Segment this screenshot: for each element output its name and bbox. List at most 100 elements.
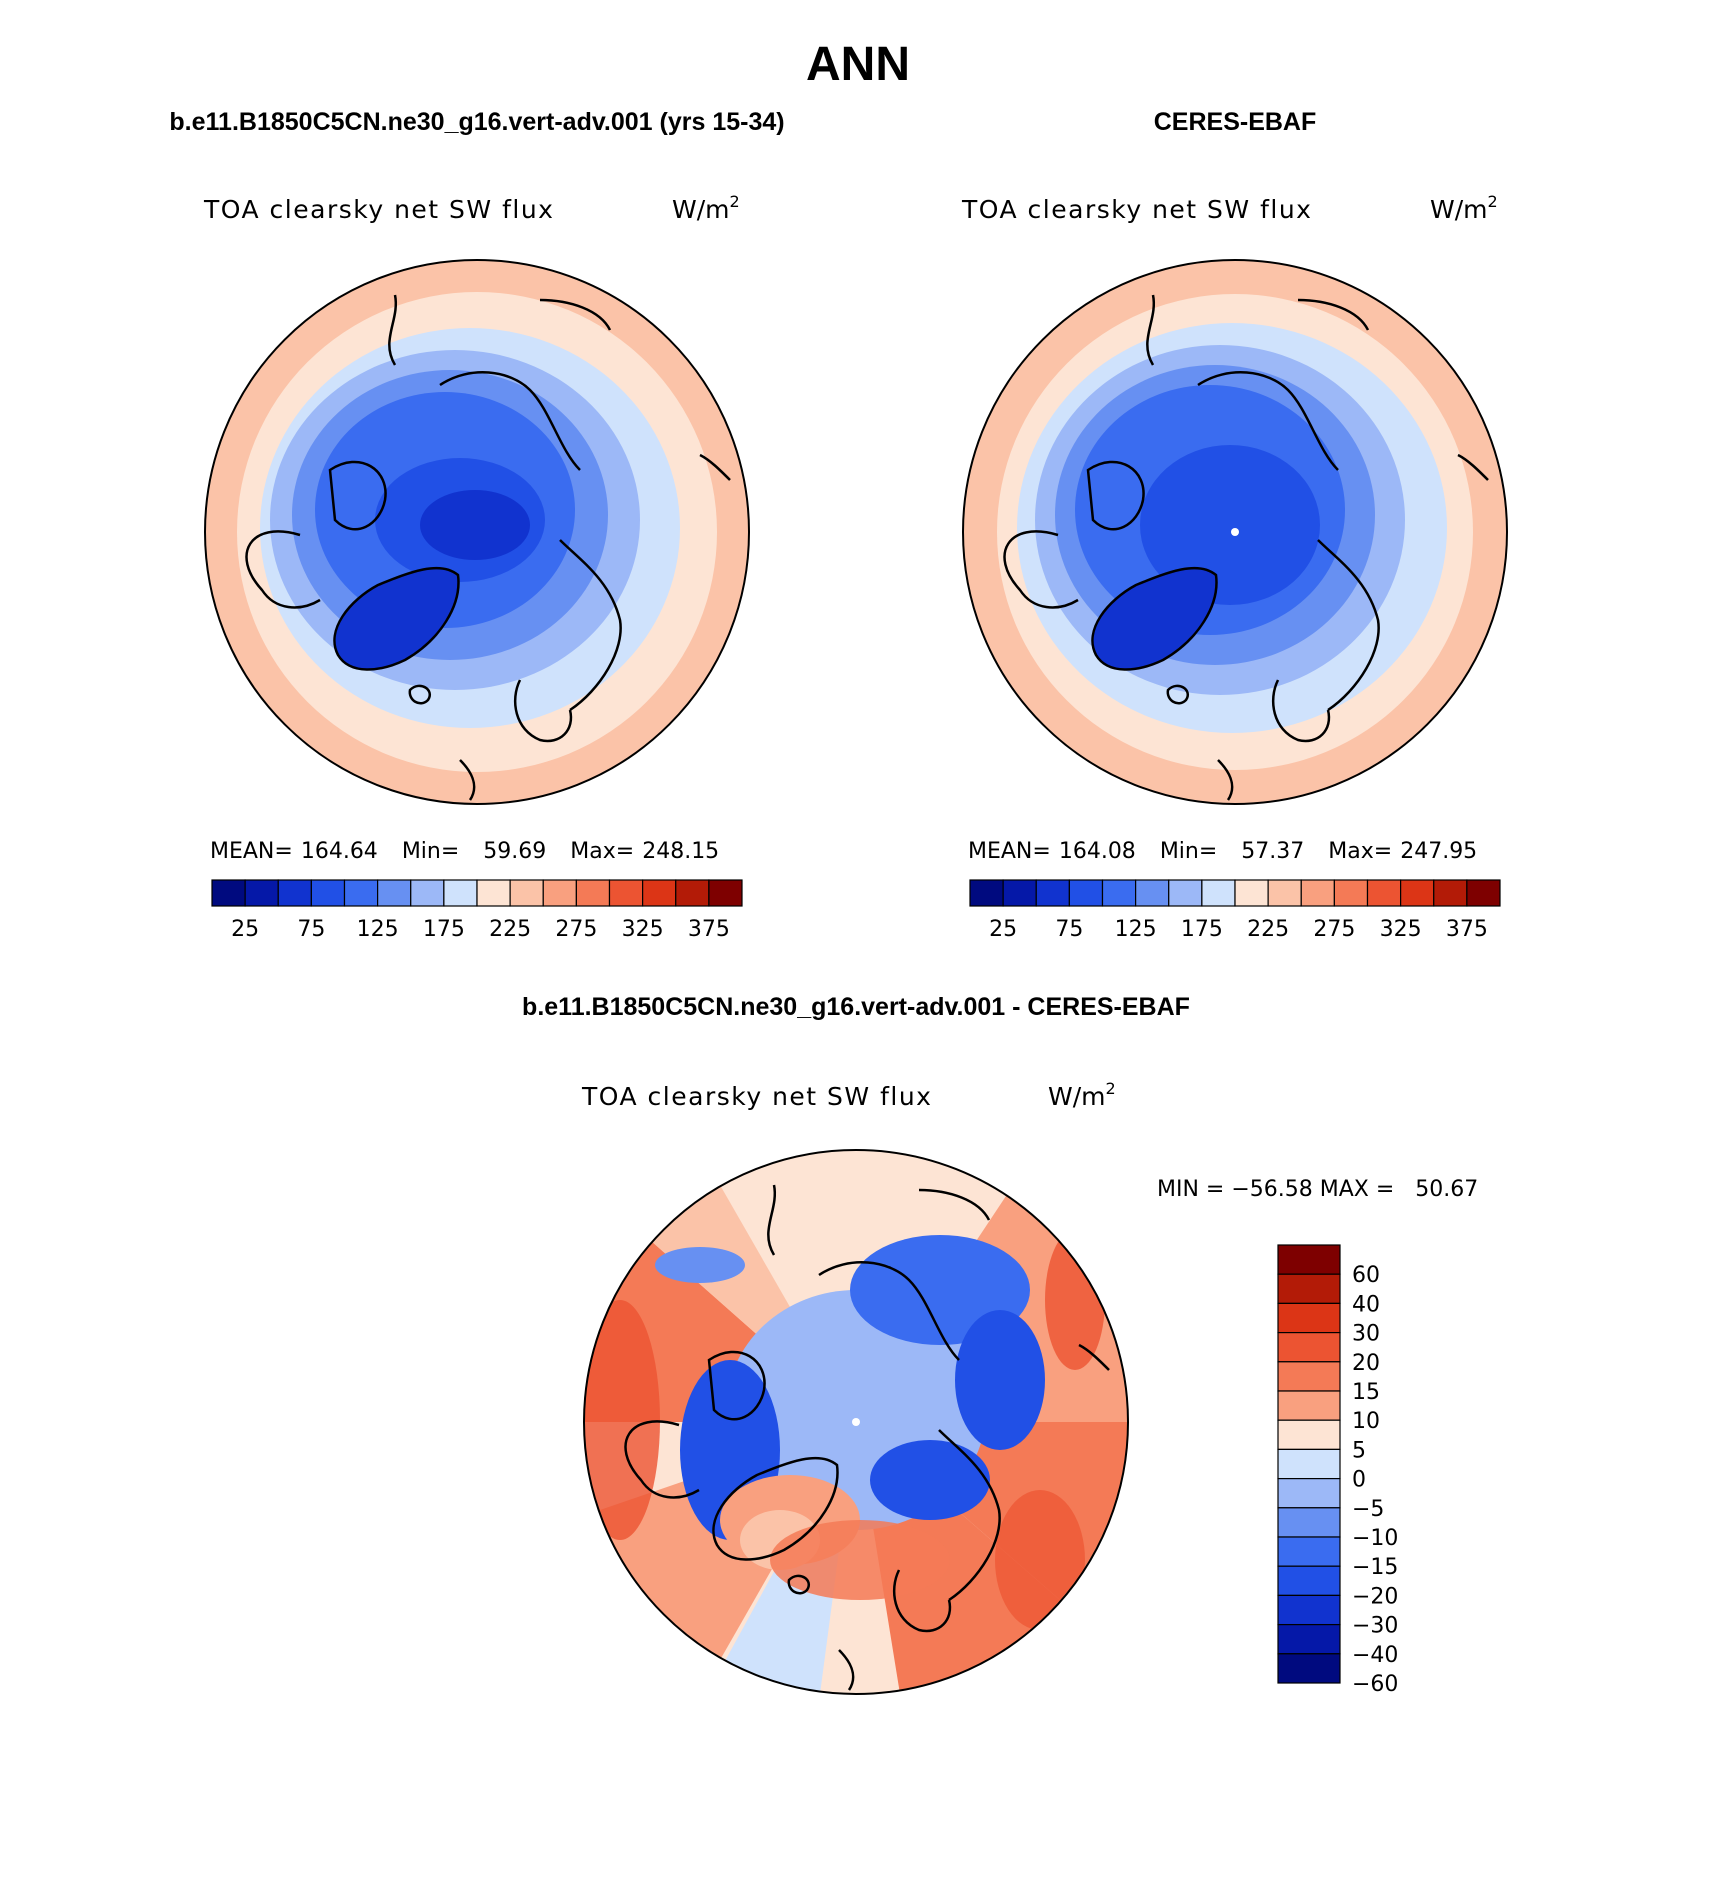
colorbar-diff-tick-label: 40 [1352, 1292, 1380, 1317]
colorbar-model-swatch [642, 879, 677, 907]
colorbar-diff-tick-label: −40 [1352, 1643, 1398, 1668]
colorbar-model-tick-label: 75 [297, 917, 325, 942]
colorbar-model-tick-label: 375 [688, 917, 730, 942]
colorbar-diff-swatch [1277, 1331, 1341, 1363]
colorbar-obs-tick-label: 125 [1115, 917, 1157, 942]
colorbar-diff-tick-label: −60 [1352, 1672, 1398, 1697]
panel-obs-stats: MEAN= 164.08 Min= 57.37 Max= 247.95 [968, 839, 1477, 864]
colorbar-obs-swatch [1002, 879, 1037, 907]
colorbar-model-swatch [608, 879, 644, 907]
polar-map-obs [963, 260, 1507, 804]
colorbar-model-swatch [244, 879, 279, 907]
colorbar-model-tick-label: 325 [622, 917, 664, 942]
colorbar-model-swatch [377, 879, 412, 907]
colorbar-diff-tick-label: −5 [1352, 1497, 1384, 1522]
panel-diff-variable: TOA clearsky net SW flux [581, 1082, 932, 1111]
colorbar-diff-swatch [1277, 1419, 1341, 1450]
colorbar-obs-swatch [1068, 879, 1104, 907]
panel-diff-units: W/m2 [1048, 1079, 1116, 1111]
colorbar-diff-swatch [1277, 1507, 1341, 1538]
colorbar-diff-swatch [1277, 1361, 1341, 1392]
colorbar-obs-tick-label: 25 [989, 917, 1017, 942]
colorbar-obs-tick-label: 325 [1380, 917, 1422, 942]
colorbar-diff-swatch [1277, 1390, 1341, 1421]
panel-obs-header: CERES-EBAF [1154, 108, 1317, 136]
panel-obs-units: W/m2 [1430, 192, 1498, 224]
colorbar-diff-swatch [1277, 1536, 1341, 1567]
panel-model-variable: TOA clearsky net SW flux [203, 195, 554, 224]
colorbar-model-swatch [443, 879, 478, 907]
colorbar-model-tick-label: 125 [357, 917, 399, 942]
colorbar-diff-swatch [1277, 1273, 1341, 1304]
panel-model-stats: MEAN= 164.64 Min= 59.69 Max= 248.15 [210, 839, 719, 864]
colorbar-diff-tick-label: 60 [1352, 1263, 1380, 1288]
colorbar-diff-tick-label: −10 [1352, 1526, 1398, 1551]
panel-model-units: W/m2 [672, 192, 740, 224]
colorbar-model-swatch [575, 879, 611, 907]
colorbar-obs-tick-label: 275 [1313, 917, 1355, 942]
colorbar-diff-swatch [1277, 1653, 1341, 1684]
colorbar-obs-swatch [1466, 879, 1501, 907]
panel-diff-stats: MIN = −56.58 MAX = 50.67 [1157, 1177, 1478, 1202]
colorbar-obs-swatch [1400, 879, 1435, 907]
colorbar-diff-tick-label: 5 [1352, 1438, 1366, 1463]
panel-model-header: b.e11.B1850C5CN.ne30_g16.vert-adv.001 (y… [169, 108, 784, 136]
colorbar-obs-swatch [1101, 879, 1137, 907]
colorbar-model-swatch [542, 879, 577, 907]
panel-diff-header: b.e11.B1850C5CN.ne30_g16.vert-adv.001 - … [522, 993, 1190, 1021]
colorbar-model-tick-label: 275 [555, 917, 597, 942]
colorbar-obs-tick-label: 75 [1055, 917, 1083, 942]
colorbar-model-swatch [708, 879, 743, 907]
colorbar-obs-swatch [969, 879, 1004, 907]
colorbar-obs-swatch [1366, 879, 1402, 907]
colorbar-model-swatch [211, 879, 246, 907]
colorbar-obs-swatch [1267, 879, 1302, 907]
colorbar-obs-swatch [1433, 879, 1468, 907]
colorbar-obs-tick-label: 375 [1446, 917, 1488, 942]
figure-title: ANN [806, 38, 910, 91]
panel-model: b.e11.B1850C5CN.ne30_g16.vert-adv.001 (y… [169, 108, 784, 942]
colorbar-obs-swatch [1168, 879, 1203, 907]
colorbar-model-tick-label: 175 [423, 917, 465, 942]
colorbar-diff-swatch [1277, 1448, 1341, 1480]
colorbar-diff-tick-label: 0 [1352, 1468, 1366, 1493]
colorbar-model-swatch [675, 879, 710, 907]
colorbar-diff: 60 40 30 20 15 10 5 0 −5 −10 −15 −20 −30 −40 −60 [1277, 1244, 1398, 1697]
colorbar-diff-tick-label: −30 [1352, 1614, 1398, 1639]
colorbar-model-swatch [476, 879, 511, 907]
colorbar-obs-swatch [1201, 879, 1236, 907]
colorbar-obs-swatch [1333, 879, 1369, 907]
colorbar-model-tick-label: 225 [489, 917, 531, 942]
colorbar-model-tick-label: 25 [231, 917, 259, 942]
colorbar-model-swatch [509, 879, 544, 907]
polar-map-model [205, 260, 749, 804]
colorbar-obs-swatch [1234, 879, 1269, 907]
colorbar-diff-tick-label: −20 [1352, 1584, 1398, 1609]
panel-obs-variable: TOA clearsky net SW flux [961, 195, 1312, 224]
colorbar-diff-tick-label: 30 [1352, 1322, 1380, 1347]
colorbar-diff-tick-label: 10 [1352, 1409, 1380, 1434]
colorbar-diff-tick-label: 20 [1352, 1351, 1380, 1376]
colorbar-model-swatch [310, 879, 346, 907]
colorbar-diff-swatch [1277, 1623, 1341, 1655]
panel-diff: b.e11.B1850C5CN.ne30_g16.vert-adv.001 - … [522, 993, 1478, 1697]
colorbar-obs: 25 75 125 175 225 275 325 375 [969, 879, 1501, 942]
colorbar-model-swatch [343, 879, 379, 907]
colorbar-model-swatch [277, 879, 312, 907]
colorbar-obs-tick-label: 225 [1247, 917, 1289, 942]
colorbar-diff-tick-label: −15 [1352, 1555, 1398, 1580]
colorbar-model-swatch [410, 879, 445, 907]
colorbar-diff-swatch [1277, 1244, 1341, 1275]
colorbar-diff-swatch [1277, 1477, 1341, 1509]
colorbar-obs-swatch [1135, 879, 1170, 907]
colorbar-obs-tick-label: 175 [1181, 917, 1223, 942]
colorbar-obs-swatch [1035, 879, 1070, 907]
colorbar-diff-swatch [1277, 1302, 1341, 1334]
colorbar-model: 25 75 125 175 225 275 325 375 [211, 879, 743, 942]
colorbar-diff-tick-label: 15 [1352, 1380, 1380, 1405]
colorbar-diff-swatch [1277, 1594, 1341, 1626]
colorbar-diff-swatch [1277, 1565, 1341, 1596]
colorbar-obs-swatch [1300, 879, 1335, 907]
panel-obs: CERES-EBAF TOA clearsky net SW flux W/m2 [961, 108, 1508, 942]
